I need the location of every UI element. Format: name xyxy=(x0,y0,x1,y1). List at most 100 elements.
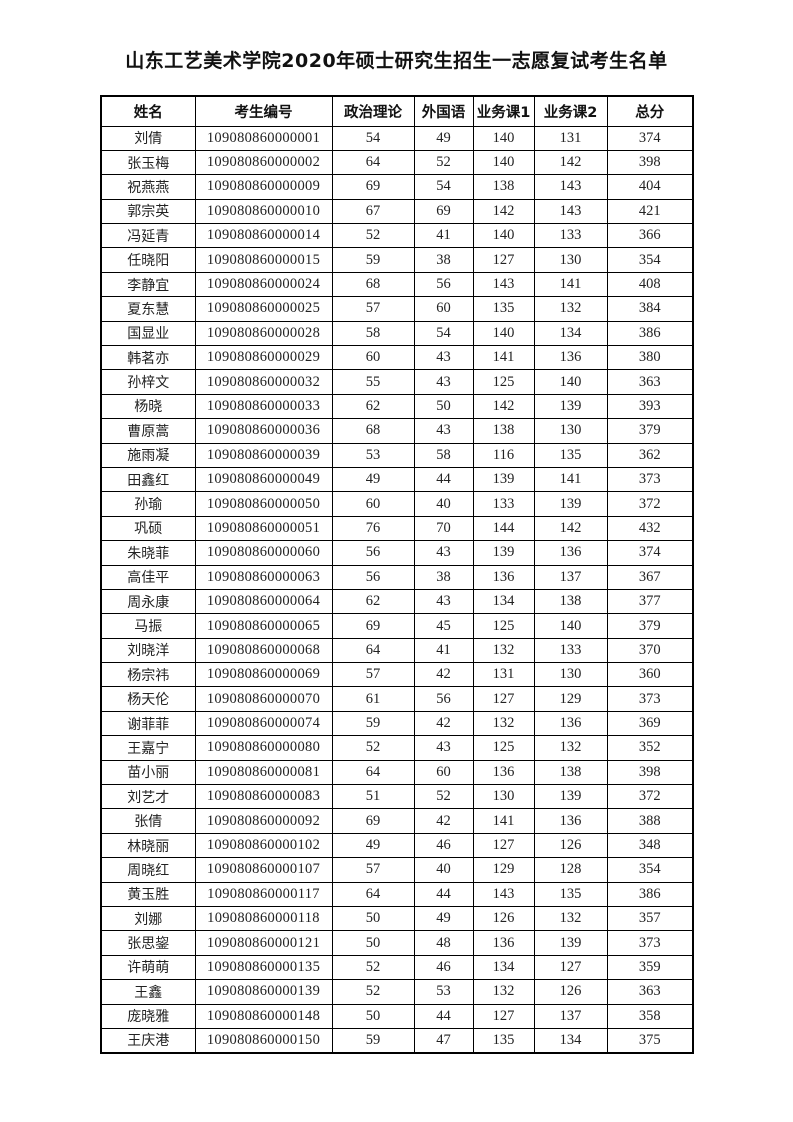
cell-politics-score: 54 xyxy=(331,125,415,151)
cell-course1-score: 139 xyxy=(472,540,535,566)
cell-name: 刘倩 xyxy=(100,125,196,151)
cell-candidate-id: 109080860000051 xyxy=(194,515,333,542)
table-row: 周晓红 109080860000107 57 40 129 128 354 xyxy=(100,857,694,883)
cell-course1-score: 134 xyxy=(472,954,535,981)
cell-course1-score: 127 xyxy=(472,1003,535,1029)
cell-foreign-language-score: 50 xyxy=(413,393,474,420)
cell-foreign-language-score: 56 xyxy=(413,271,474,298)
cell-course1-score: 127 xyxy=(472,686,535,712)
cell-course2-score: 133 xyxy=(533,637,608,664)
cell-politics-score: 49 xyxy=(331,832,415,859)
cell-total-score: 366 xyxy=(606,223,694,249)
cell-course1-score: 130 xyxy=(472,784,535,810)
cell-course1-score: 134 xyxy=(472,588,535,615)
cell-candidate-id: 109080860000015 xyxy=(194,247,333,273)
cell-foreign-language-score: 43 xyxy=(413,588,474,615)
cell-candidate-id: 109080860000069 xyxy=(194,662,333,688)
cell-name: 杨宗祎 xyxy=(100,662,196,688)
cell-foreign-language-score: 56 xyxy=(413,686,474,712)
cell-total-score: 384 xyxy=(606,296,694,322)
cell-course1-score: 140 xyxy=(472,320,535,347)
cell-total-score: 374 xyxy=(606,540,694,566)
cell-name: 韩茗亦 xyxy=(100,345,196,371)
cell-total-score: 404 xyxy=(606,174,694,200)
cell-course2-score: 127 xyxy=(533,954,608,981)
cell-candidate-id: 109080860000080 xyxy=(194,735,333,761)
cell-candidate-id: 109080860000148 xyxy=(194,1003,333,1029)
cell-politics-score: 50 xyxy=(331,930,415,956)
cell-total-score: 370 xyxy=(606,637,694,664)
cell-foreign-language-score: 41 xyxy=(413,223,474,249)
cell-candidate-id: 109080860000139 xyxy=(194,979,333,1005)
cell-politics-score: 64 xyxy=(331,881,415,908)
cell-course2-score: 141 xyxy=(533,271,608,298)
cell-name: 国显业 xyxy=(100,320,196,347)
cell-candidate-id: 109080860000121 xyxy=(194,930,333,956)
table-row: 张玉梅 109080860000002 64 52 140 142 398 xyxy=(100,149,694,176)
cell-name: 祝燕燕 xyxy=(100,174,196,200)
cell-foreign-language-score: 42 xyxy=(413,710,474,737)
cell-politics-score: 68 xyxy=(331,271,415,298)
table-row: 杨宗祎 109080860000069 57 42 131 130 360 xyxy=(100,662,694,688)
table-row: 巩硕 109080860000051 76 70 144 142 432 xyxy=(100,515,694,542)
table-row: 李静宜 109080860000024 68 56 143 141 408 xyxy=(100,271,694,298)
cell-candidate-id: 109080860000092 xyxy=(194,808,333,834)
cell-candidate-id: 109080860000033 xyxy=(194,393,333,420)
cell-foreign-language-score: 54 xyxy=(413,320,474,347)
cell-name: 马振 xyxy=(100,613,196,639)
cell-course2-score: 138 xyxy=(533,759,608,786)
cell-foreign-language-score: 60 xyxy=(413,759,474,786)
cell-foreign-language-score: 42 xyxy=(413,662,474,688)
table-body: 刘倩 109080860000001 54 49 140 131 374 张玉梅 1090808… xyxy=(100,125,694,1054)
table-row: 王嘉宁 109080860000080 52 43 125 132 352 xyxy=(100,735,694,761)
cell-course1-score: 132 xyxy=(472,979,535,1005)
cell-course1-score: 127 xyxy=(472,247,535,273)
table-row: 刘倩 109080860000001 54 49 140 131 374 xyxy=(100,125,694,151)
cell-candidate-id: 109080860000083 xyxy=(194,784,333,810)
cell-politics-score: 59 xyxy=(331,710,415,737)
cell-course2-score: 139 xyxy=(533,393,608,420)
cell-name: 田鑫红 xyxy=(100,466,196,493)
table-row: 杨晓 109080860000033 62 50 142 139 393 xyxy=(100,393,694,420)
cell-politics-score: 62 xyxy=(331,393,415,420)
cell-total-score: 375 xyxy=(606,1027,694,1054)
cell-total-score: 379 xyxy=(606,613,694,639)
cell-total-score: 358 xyxy=(606,1003,694,1029)
cell-name: 郭宗英 xyxy=(100,198,196,225)
cell-name: 林晓丽 xyxy=(100,832,196,859)
table-row: 王庆港 109080860000150 59 47 135 134 375 xyxy=(100,1027,694,1054)
cell-candidate-id: 109080860000028 xyxy=(194,320,333,347)
cell-politics-score: 55 xyxy=(331,369,415,395)
cell-course2-score: 136 xyxy=(533,540,608,566)
cell-candidate-id: 109080860000036 xyxy=(194,418,333,444)
cell-foreign-language-score: 48 xyxy=(413,930,474,956)
cell-name: 李静宜 xyxy=(100,271,196,298)
cell-name: 杨天伦 xyxy=(100,686,196,712)
cell-politics-score: 62 xyxy=(331,588,415,615)
cell-course1-score: 131 xyxy=(472,662,535,688)
cell-course2-score: 133 xyxy=(533,223,608,249)
cell-foreign-language-score: 38 xyxy=(413,564,474,590)
cell-name: 任晓阳 xyxy=(100,247,196,273)
cell-total-score: 348 xyxy=(606,832,694,859)
table-row: 夏东慧 109080860000025 57 60 135 132 384 xyxy=(100,296,694,322)
cell-total-score: 362 xyxy=(606,442,694,468)
cell-candidate-id: 109080860000009 xyxy=(194,174,333,200)
cell-total-score: 352 xyxy=(606,735,694,761)
column-header-name: 姓名 xyxy=(100,95,196,127)
cell-name: 杨晓 xyxy=(100,393,196,420)
cell-politics-score: 67 xyxy=(331,198,415,225)
cell-candidate-id: 109080860000081 xyxy=(194,759,333,786)
cell-foreign-language-score: 40 xyxy=(413,491,474,517)
cell-politics-score: 64 xyxy=(331,759,415,786)
table-row: 谢菲菲 109080860000074 59 42 132 136 369 xyxy=(100,710,694,737)
cell-total-score: 360 xyxy=(606,662,694,688)
table-row: 任晓阳 109080860000015 59 38 127 130 354 xyxy=(100,247,694,273)
cell-course1-score: 126 xyxy=(472,905,535,932)
cell-candidate-id: 109080860000060 xyxy=(194,540,333,566)
cell-foreign-language-score: 52 xyxy=(413,149,474,176)
cell-total-score: 357 xyxy=(606,905,694,932)
cell-candidate-id: 109080860000117 xyxy=(194,881,333,908)
cell-total-score: 386 xyxy=(606,320,694,347)
